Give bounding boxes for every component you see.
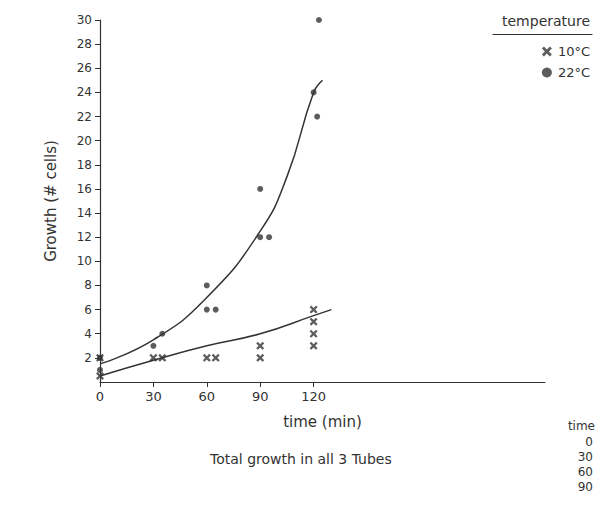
- svg-text:22: 22: [77, 110, 92, 124]
- svg-text:temperature: temperature: [502, 13, 590, 29]
- svg-text:30: 30: [145, 389, 162, 404]
- svg-text:14: 14: [77, 206, 92, 220]
- svg-text:0: 0: [585, 435, 593, 449]
- svg-text:16: 16: [77, 182, 92, 196]
- svg-text:time: time: [568, 419, 595, 433]
- svg-text:10: 10: [77, 254, 92, 268]
- svg-text:20: 20: [77, 134, 92, 148]
- svg-text:time (min): time (min): [283, 413, 362, 431]
- svg-text:60: 60: [199, 389, 216, 404]
- svg-text:4: 4: [84, 327, 92, 341]
- svg-text:Growth (# cells): Growth (# cells): [42, 140, 60, 262]
- svg-text:60: 60: [578, 465, 593, 479]
- svg-text:2: 2: [84, 351, 92, 365]
- svg-text:28: 28: [77, 37, 92, 51]
- svg-text:12: 12: [77, 230, 92, 244]
- svg-text:0: 0: [96, 389, 104, 404]
- svg-text:30: 30: [578, 450, 593, 464]
- svg-text:Total growth in all 3 Tubes: Total growth in all 3 Tubes: [209, 451, 392, 467]
- svg-text:90: 90: [252, 389, 269, 404]
- svg-text:22°C: 22°C: [558, 65, 590, 80]
- svg-text:8: 8: [84, 278, 92, 292]
- svg-text:18: 18: [77, 158, 92, 172]
- svg-text:6: 6: [84, 303, 92, 317]
- svg-text:26: 26: [77, 61, 92, 75]
- svg-text:120: 120: [301, 389, 326, 404]
- svg-text:10°C: 10°C: [558, 44, 590, 59]
- svg-text:30: 30: [77, 13, 92, 27]
- svg-text:24: 24: [77, 85, 92, 99]
- svg-text:90: 90: [578, 480, 593, 494]
